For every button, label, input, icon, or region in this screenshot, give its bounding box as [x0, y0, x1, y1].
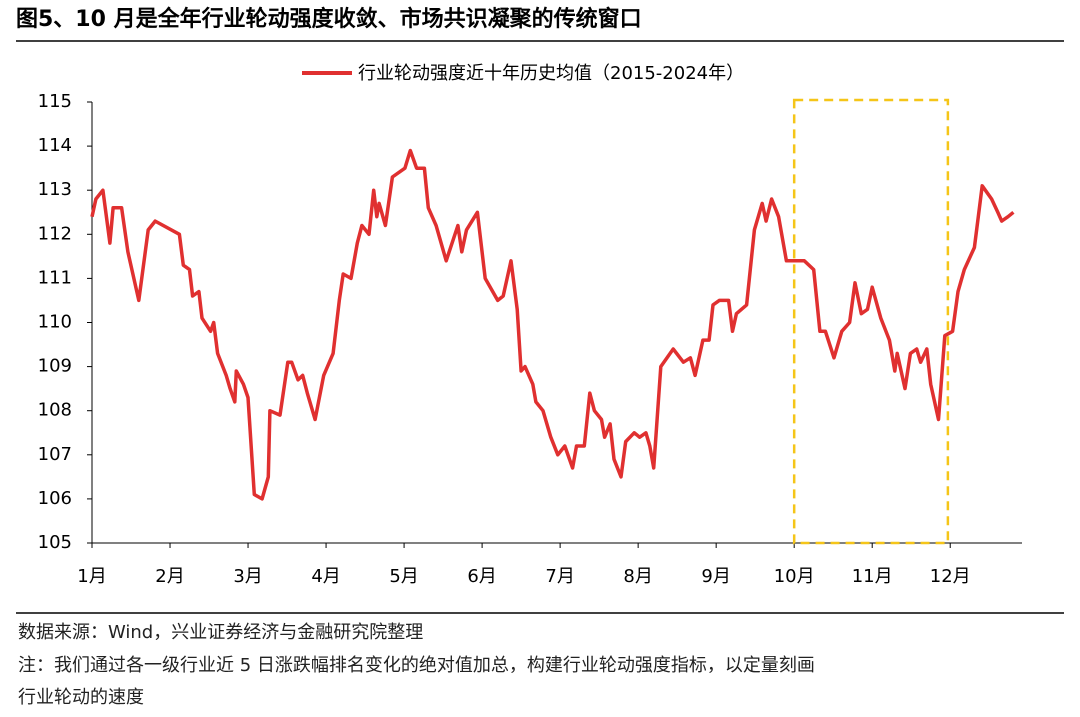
- y-tick-label: 109: [38, 356, 72, 377]
- note: 行业轮动的速度: [18, 687, 144, 708]
- highlight-box: [792, 98, 950, 545]
- x-tick-label: 5月: [389, 566, 418, 587]
- y-tick-label: 112: [38, 223, 72, 244]
- y-tick-label: 110: [38, 312, 72, 333]
- x-tick-label: 6月: [467, 566, 496, 587]
- x-tick-label: 1月: [77, 566, 106, 587]
- chart-title: 图5、10 月是全年行业轮动强度收敛、市场共识凝聚的传统窗口: [16, 6, 642, 32]
- x-tick-label: 2月: [155, 566, 184, 587]
- y-tick-label: 107: [38, 444, 72, 465]
- y-tick-label: 108: [38, 400, 72, 421]
- x-tick-label: 9月: [701, 566, 730, 587]
- x-tick-label: 10月: [774, 566, 815, 587]
- source-note: 数据来源：Wind，兴业证券经济与金融研究院整理: [18, 622, 423, 643]
- x-tick-label: 7月: [545, 566, 574, 587]
- legend-label: 行业轮动强度近十年历史均值（2015-2024年）: [358, 63, 744, 84]
- x-tick-label: 8月: [623, 566, 652, 587]
- x-tick-label: 12月: [930, 566, 971, 587]
- y-tick-label: 105: [38, 532, 72, 553]
- y-tick-label: 115: [38, 91, 72, 112]
- x-tick-label: 3月: [233, 566, 262, 587]
- x-tick-label: 4月: [311, 566, 340, 587]
- note: 注：我们通过各一级行业近 5 日涨跌幅排名变化的绝对值加总，构建行业轮动强度指标…: [18, 655, 815, 676]
- y-tick-label: 106: [38, 488, 72, 509]
- x-tick-label: 11月: [852, 566, 893, 587]
- y-tick-label: 113: [38, 179, 72, 200]
- data-line: [90, 148, 1015, 501]
- y-tick-label: 111: [38, 267, 72, 288]
- y-tick-label: 114: [38, 135, 72, 156]
